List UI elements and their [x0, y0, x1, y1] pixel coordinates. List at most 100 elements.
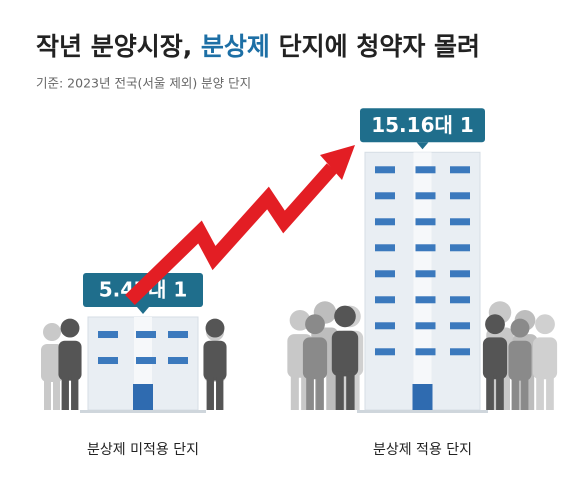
- person-leg: [61, 376, 69, 410]
- window: [375, 218, 395, 226]
- value-label-pointer: [137, 307, 149, 315]
- person-leg: [511, 376, 519, 410]
- value-label-pointer: [416, 142, 429, 150]
- window: [375, 270, 395, 278]
- window: [450, 166, 470, 174]
- title-highlight: 분상제: [201, 32, 270, 61]
- window: [375, 296, 395, 304]
- person-body: [482, 337, 508, 380]
- person-head: [60, 318, 80, 338]
- door: [412, 384, 433, 410]
- person: [482, 314, 508, 410]
- person-body: [532, 337, 558, 380]
- person-head: [485, 314, 505, 335]
- person-leg: [316, 374, 324, 410]
- window: [375, 192, 395, 200]
- person-head: [510, 318, 530, 338]
- person: [532, 314, 558, 410]
- window: [415, 244, 436, 252]
- building-core: [413, 152, 432, 410]
- window: [415, 322, 436, 330]
- person-leg: [526, 373, 535, 410]
- window: [450, 218, 470, 226]
- person-head: [535, 314, 555, 335]
- person: [331, 305, 359, 410]
- person: [58, 318, 82, 410]
- person-body: [302, 337, 328, 380]
- person-head: [205, 318, 225, 338]
- window: [375, 244, 395, 252]
- window: [415, 270, 436, 278]
- arrow-head: [320, 145, 355, 180]
- subtitle: 기준: 2023년 전국(서울 제외) 분양 단지: [36, 76, 251, 91]
- person-body: [331, 330, 359, 377]
- window: [375, 166, 395, 174]
- person-body: [41, 344, 63, 382]
- title-part: 단지에 청약자 몰려: [270, 32, 480, 61]
- person-head: [289, 309, 311, 331]
- person-leg: [335, 371, 344, 410]
- person-leg: [490, 370, 499, 410]
- person-leg: [306, 374, 314, 410]
- people: [41, 301, 558, 410]
- person-leg: [290, 373, 299, 410]
- person-head: [305, 314, 325, 335]
- person-leg: [346, 371, 355, 410]
- person: [302, 314, 328, 410]
- category-label: 분상제 미적용 단지: [87, 442, 199, 458]
- category-label: 분상제 적용 단지: [373, 442, 472, 458]
- ground: [80, 410, 206, 413]
- window: [450, 296, 470, 304]
- building: 15.16대 1 분상제 적용 단지: [357, 108, 488, 458]
- person-head: [334, 305, 356, 328]
- door: [133, 384, 153, 410]
- person-leg: [486, 374, 494, 410]
- window: [415, 348, 436, 356]
- window: [98, 357, 118, 365]
- rising-arrow: [125, 163, 338, 306]
- person-body: [508, 340, 532, 381]
- person-leg: [546, 374, 554, 410]
- person: [203, 318, 227, 410]
- window: [450, 270, 470, 278]
- person-leg: [53, 378, 60, 410]
- window: [415, 296, 436, 304]
- window: [168, 357, 188, 365]
- window: [168, 331, 188, 339]
- chart-title: 작년 분양시장, 분상제 단지에 청약자 몰려: [36, 32, 480, 61]
- person-leg: [216, 376, 224, 410]
- person-leg: [351, 371, 360, 410]
- person-body: [58, 340, 82, 381]
- person: [508, 318, 532, 410]
- person-head: [43, 323, 61, 341]
- person-body: [203, 340, 227, 381]
- value-label-box: [360, 108, 485, 143]
- window: [98, 331, 118, 339]
- person-leg: [536, 374, 544, 410]
- window: [136, 331, 156, 339]
- window: [450, 192, 470, 200]
- ground: [357, 410, 488, 413]
- person-leg: [521, 376, 529, 410]
- person-leg: [301, 373, 310, 410]
- value-label: 15.16대 1: [371, 113, 474, 137]
- window: [450, 322, 470, 330]
- window: [415, 218, 436, 226]
- window: [450, 244, 470, 252]
- person-leg: [206, 376, 214, 410]
- person-leg: [501, 370, 510, 410]
- person-leg: [326, 370, 335, 410]
- person: [41, 323, 63, 410]
- title-part: 작년 분양시장,: [36, 32, 201, 61]
- person-leg: [44, 378, 51, 410]
- person-leg: [71, 376, 79, 410]
- window: [415, 192, 436, 200]
- person-leg: [340, 371, 349, 410]
- window: [450, 348, 470, 356]
- window: [136, 357, 156, 365]
- window: [415, 166, 436, 174]
- window: [375, 348, 395, 356]
- person-leg: [496, 374, 504, 410]
